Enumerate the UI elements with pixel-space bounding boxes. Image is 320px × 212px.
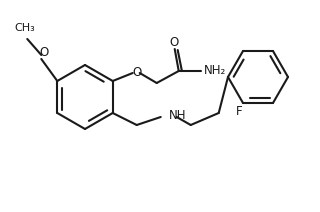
Text: O: O	[132, 66, 141, 78]
Text: O: O	[169, 35, 178, 49]
Text: NH₂: NH₂	[204, 64, 226, 77]
Text: F: F	[236, 106, 242, 119]
Text: O: O	[40, 46, 49, 59]
Text: CH₃: CH₃	[14, 23, 35, 33]
Text: NH: NH	[169, 109, 186, 121]
